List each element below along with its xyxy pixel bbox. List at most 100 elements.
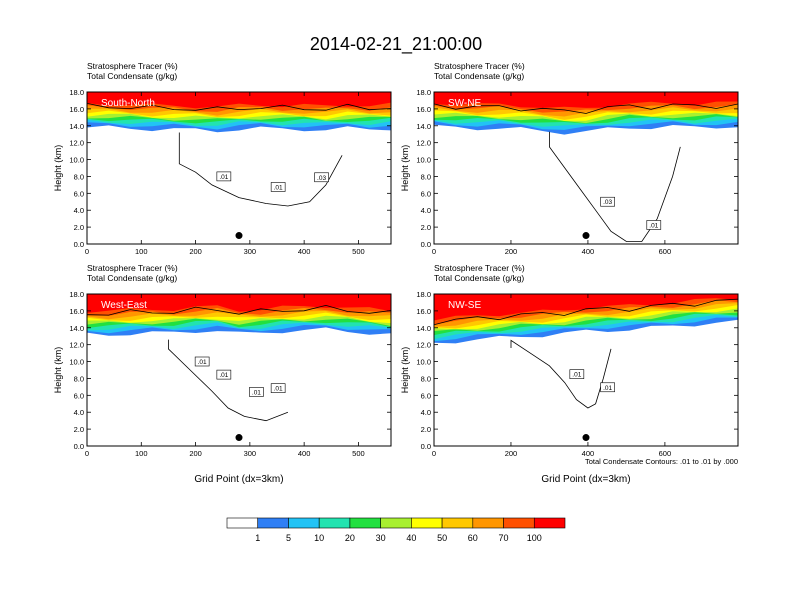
contour-label-box xyxy=(249,387,264,397)
y-tick-label: 8.0 xyxy=(74,172,84,181)
colorbar: 1 5 10 20 30 40 50 60 70 100 xyxy=(226,517,566,543)
y-tick-label: 14.0 xyxy=(416,324,431,333)
x-tick-label: 400 xyxy=(298,247,311,256)
y-tick-label: 16.0 xyxy=(69,307,84,316)
x-tick-label: 100 xyxy=(135,247,148,256)
location-dot xyxy=(235,232,243,240)
x-axis-label: Grid Point (dx=3km) xyxy=(194,474,283,485)
contour-label-box xyxy=(569,369,585,379)
x-tick-label: 600 xyxy=(659,449,672,458)
y-tick-label: 0.0 xyxy=(74,240,84,249)
contour-label: .01 xyxy=(219,174,228,181)
tracer-label: Stratosphere Tracer (%) xyxy=(87,61,178,71)
tracer-band-9 xyxy=(87,294,391,313)
condensate-label: Total Condensate (g/kg) xyxy=(434,273,524,283)
contour-label-box xyxy=(270,383,286,393)
y-tick-label: 14.0 xyxy=(69,122,84,131)
plot-frame xyxy=(433,293,739,447)
x-tick-label: 500 xyxy=(352,449,365,458)
y-tick-label: 12.0 xyxy=(416,139,431,148)
colorbar-box xyxy=(441,517,474,529)
y-tick-label: 2.0 xyxy=(74,425,84,434)
condensate-label: Total Condensate (g/kg) xyxy=(87,71,177,81)
tracer-label: Stratosphere Tracer (%) xyxy=(434,61,525,71)
colorbar-label: 30 xyxy=(376,533,386,543)
y-tick-label: 14.0 xyxy=(69,324,84,333)
y-tick-label: 18.0 xyxy=(69,88,84,97)
y-tick-label: 18.0 xyxy=(416,88,431,97)
tracer-label: Stratosphere Tracer (%) xyxy=(87,263,178,273)
y-tick-label: 4.0 xyxy=(74,408,84,417)
colorbar-box xyxy=(380,517,412,529)
condensate-contour xyxy=(168,339,289,422)
y-axis-label: Height (km) xyxy=(53,145,63,192)
x-tick-label: 300 xyxy=(244,449,257,458)
contour-label-box xyxy=(314,172,329,183)
location-dot xyxy=(235,434,243,442)
colorbar-box xyxy=(411,517,443,529)
x-tick-label: 200 xyxy=(189,247,202,256)
colorbar-label: 50 xyxy=(437,533,447,543)
panel-west-east: .01 .01 .01 .01 West-East Stratosphere Tracer… xyxy=(53,263,392,485)
colorbar-box xyxy=(288,517,320,529)
contour-label-box xyxy=(216,171,232,182)
colorbar-box xyxy=(318,517,351,529)
y-tick-label: 18.0 xyxy=(69,290,84,299)
contour-label-box xyxy=(194,356,210,367)
y-tick-label: 16.0 xyxy=(416,307,431,316)
colorbar-label: 40 xyxy=(406,533,416,543)
y-tick-label: 18.0 xyxy=(416,290,431,299)
contour-label-box xyxy=(600,196,615,207)
contour-label-box xyxy=(216,369,232,380)
contour-label: .03 xyxy=(603,199,612,206)
y-tick-label: 2.0 xyxy=(74,223,84,232)
colorbar-box xyxy=(226,517,259,529)
figure-title: 2014-02-21_21:00:00 xyxy=(310,34,482,55)
colorbar-label: 70 xyxy=(499,533,509,543)
y-tick-label: 6.0 xyxy=(421,391,431,400)
colorbar-box xyxy=(472,517,504,529)
x-tick-label: 400 xyxy=(298,449,311,458)
location-dot xyxy=(582,434,590,442)
y-tick-label: 16.0 xyxy=(69,105,84,114)
condensate-label: Total Condensate (g/kg) xyxy=(87,273,177,283)
y-tick-label: 8.0 xyxy=(421,172,431,181)
colorbar-box xyxy=(349,517,381,529)
tropopause-contour xyxy=(434,103,738,114)
y-tick-label: 12.0 xyxy=(69,341,84,350)
x-tick-label: 500 xyxy=(352,247,365,256)
y-tick-label: 10.0 xyxy=(416,156,431,165)
plot-frame xyxy=(433,91,739,245)
y-tick-label: 0.0 xyxy=(74,442,84,451)
contour-note: Total Condensate Contours: .01 to .01 by… xyxy=(585,457,738,466)
y-tick-label: 6.0 xyxy=(421,189,431,198)
colorbar-label: 20 xyxy=(345,533,355,543)
colorbar-box xyxy=(503,517,535,529)
panel-sw-ne: .03 .01 SW-NE Stratosphere Tracer (%)Total … xyxy=(400,61,739,256)
location-dot xyxy=(582,232,590,240)
y-axis-label: Height (km) xyxy=(400,145,410,192)
x-tick-label: 0 xyxy=(432,449,436,458)
condensate-contour xyxy=(178,132,343,207)
y-tick-label: 12.0 xyxy=(69,139,84,148)
y-tick-label: 16.0 xyxy=(416,105,431,114)
tropopause-contour xyxy=(87,304,391,316)
tropopause-contour xyxy=(434,298,738,326)
contour-label: .01 xyxy=(219,372,228,379)
x-tick-label: 0 xyxy=(85,247,89,256)
colorbar-box xyxy=(533,517,566,529)
x-tick-label: 200 xyxy=(505,247,518,256)
y-tick-label: 10.0 xyxy=(416,358,431,367)
colorbar-label: 5 xyxy=(286,533,291,543)
x-tick-label: 0 xyxy=(85,449,89,458)
contour-label: .01 xyxy=(274,184,283,191)
y-tick-label: 0.0 xyxy=(421,240,431,249)
y-tick-label: 4.0 xyxy=(74,206,84,215)
contour-label: .01 xyxy=(649,222,658,229)
contour-label-box xyxy=(600,382,615,393)
x-tick-label: 400 xyxy=(582,247,595,256)
tracer-band-9 xyxy=(434,294,738,321)
condensate-contour xyxy=(549,131,681,242)
